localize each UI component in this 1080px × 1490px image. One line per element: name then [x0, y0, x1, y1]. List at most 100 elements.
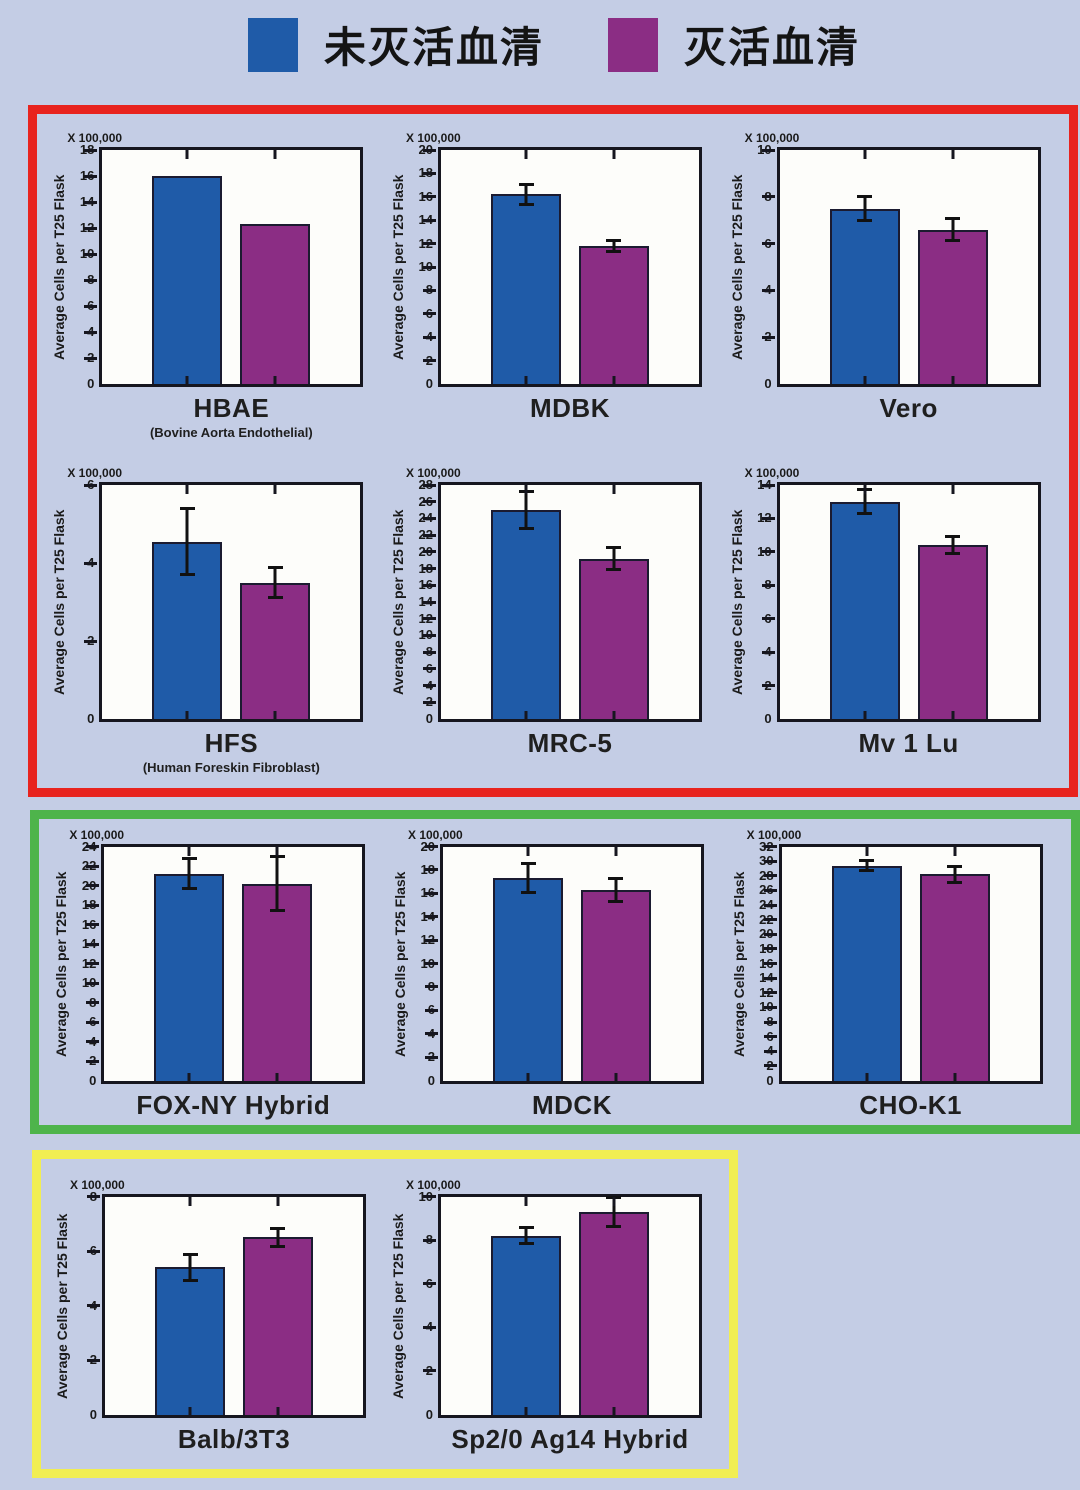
chart-title: HFS	[204, 728, 259, 758]
chart-title-wrap: CHO-K1	[779, 1084, 1043, 1121]
y-axis-title: Average Cells per T25 Flask	[730, 870, 747, 1057]
y-tick-mark	[422, 617, 436, 621]
error-bar-cap-top	[608, 876, 624, 880]
x-tick-mark-top	[614, 846, 618, 856]
error-bar-cap-top	[182, 1252, 198, 1256]
error-bar-cap-bottom	[182, 1278, 198, 1282]
scale-note: X 100,000	[70, 1177, 125, 1192]
y-tick-mark	[422, 500, 436, 504]
chart-title-wrap: Mv 1 Lu	[777, 722, 1041, 759]
error-bar-cap-top	[859, 858, 875, 862]
x-tick-mark-bottom	[276, 1406, 280, 1415]
plot-area	[84, 482, 364, 722]
x-tick-mark-bottom	[524, 1406, 528, 1415]
chart-title: CHO-K1	[859, 1089, 962, 1120]
y-tick-mark	[422, 583, 436, 587]
chart-body: Average Cells per T25 Flask 024681012141…	[51, 839, 366, 1087]
chart-row-red-2: X 100,000 Average Cells per T25 Flask 02…	[45, 462, 1061, 775]
legend-item-non-inactivated: 未灭活血清	[248, 14, 544, 75]
bar-non-inactivated-serum	[493, 878, 564, 1081]
y-tick-label: 0	[87, 711, 95, 726]
x-tick-mark-bottom	[185, 711, 189, 719]
x-tick-mark-top	[612, 150, 616, 159]
y-tick-label: 0	[764, 376, 772, 391]
bar-chart: X 100,000 Average Cells per T25 Flask 02…	[729, 824, 1059, 1121]
error-bar	[267, 565, 283, 600]
plot-area	[424, 843, 704, 1084]
x-tick-mark-bottom	[865, 1072, 869, 1081]
y-tick-mark	[86, 864, 100, 868]
y-tick-mark	[761, 483, 775, 487]
y-tick-mark	[87, 1249, 100, 1253]
chart-title-wrap: Balb/3T3	[102, 1418, 366, 1455]
bar-chart: X 100,000 Average Cells per T25 Flask 02…	[52, 1174, 382, 1455]
chart-body: Average Cells per T25 Flask 0246810	[727, 143, 1041, 391]
y-axis-title: Average Cells per T25 Flask	[53, 870, 70, 1057]
chart-title-wrap: MDBK	[438, 387, 702, 424]
y-tick-mark	[424, 868, 438, 872]
y-tick-mark	[761, 148, 775, 152]
y-tick-mark	[761, 617, 775, 621]
bar-inactivated-serum	[578, 558, 649, 719]
y-tick-label: 0	[89, 1406, 97, 1422]
x-tick-mark-top	[612, 1196, 616, 1206]
y-axis-title: Average Cells per T25 Flask	[728, 174, 745, 360]
x-tick-mark-bottom	[273, 711, 277, 719]
y-tick-mark	[86, 981, 100, 985]
y-tick-mark	[86, 1059, 100, 1063]
error-bar	[182, 1252, 198, 1282]
plot-area	[86, 843, 366, 1084]
group-box-red: X 100,000 Average Cells per T25 Flask 02…	[28, 105, 1078, 797]
bar-chart: X 100,000 Average Cells per T25 Flask 02…	[49, 462, 379, 775]
x-tick-mark-bottom	[612, 376, 616, 384]
chart-row-yellow-1: X 100,000 Average Cells per T25 Flask 02…	[49, 1174, 721, 1455]
error-bar-cap-top	[269, 855, 285, 859]
x-tick-mark-bottom	[275, 1072, 279, 1081]
x-tick-mark-bottom	[612, 711, 616, 719]
y-tick-mark	[424, 938, 438, 942]
y-tick-mark	[763, 1064, 777, 1068]
chart-title: MDCK	[531, 1089, 612, 1120]
x-tick-mark-top	[863, 150, 867, 159]
bar-non-inactivated-serum	[152, 176, 223, 384]
chart-title-wrap: FOX-NY Hybrid	[101, 1084, 365, 1121]
chart-body: Average Cells per T25 Flask 024681012141…	[388, 143, 702, 391]
x-tick-mark-bottom	[188, 1406, 192, 1415]
error-bar-cap-top	[947, 864, 962, 868]
chart-title-wrap: Vero	[777, 387, 1041, 424]
y-tick-mark	[422, 600, 436, 604]
inactivated-serum-label: 灭活血清	[684, 24, 861, 71]
legend: 未灭活血清 灭活血清	[248, 14, 860, 75]
y-tick-labels: 0246810	[408, 1189, 438, 1421]
y-tick-mark	[761, 288, 775, 292]
error-bar-cap-bottom	[181, 887, 197, 891]
bar-non-inactivated-serum	[491, 1235, 562, 1415]
x-tick-mark-bottom	[524, 376, 528, 384]
chart-subtitle: (Human Foreskin Fibroblast)	[142, 760, 320, 775]
y-tick-mark	[422, 265, 436, 269]
scale-note: X 100,000	[405, 131, 461, 145]
y-tick-mark	[86, 962, 100, 965]
error-bar	[520, 862, 536, 894]
y-tick-mark	[763, 932, 777, 936]
y-tick-mark	[761, 195, 775, 199]
bar-inactivated-serum	[240, 224, 311, 384]
x-tick-mark-top	[612, 485, 616, 494]
y-tick-mark	[422, 288, 436, 292]
x-tick-mark-top	[273, 150, 277, 159]
error-bar-cap-bottom	[606, 250, 622, 254]
bar-non-inactivated-serum	[829, 208, 900, 384]
group-box-yellow: X 100,000 Average Cells per T25 Flask 02…	[32, 1150, 738, 1478]
y-tick-label: 0	[425, 711, 433, 726]
scale-note: X 100,000	[744, 131, 800, 145]
plot-area	[422, 482, 702, 722]
y-tick-label: 0	[766, 1072, 774, 1088]
y-tick-mark	[87, 1304, 100, 1307]
y-axis-title: Average Cells per T25 Flask	[728, 509, 745, 695]
scale-note: X 100,000	[746, 827, 802, 842]
chart-row-green-1: X 100,000 Average Cells per T25 Flask 02…	[47, 824, 1063, 1121]
y-tick-mark	[422, 195, 436, 199]
y-tick-mark	[86, 1001, 100, 1004]
error-bar-cap-top	[857, 194, 873, 198]
scale-note: X 100,000	[407, 827, 463, 842]
